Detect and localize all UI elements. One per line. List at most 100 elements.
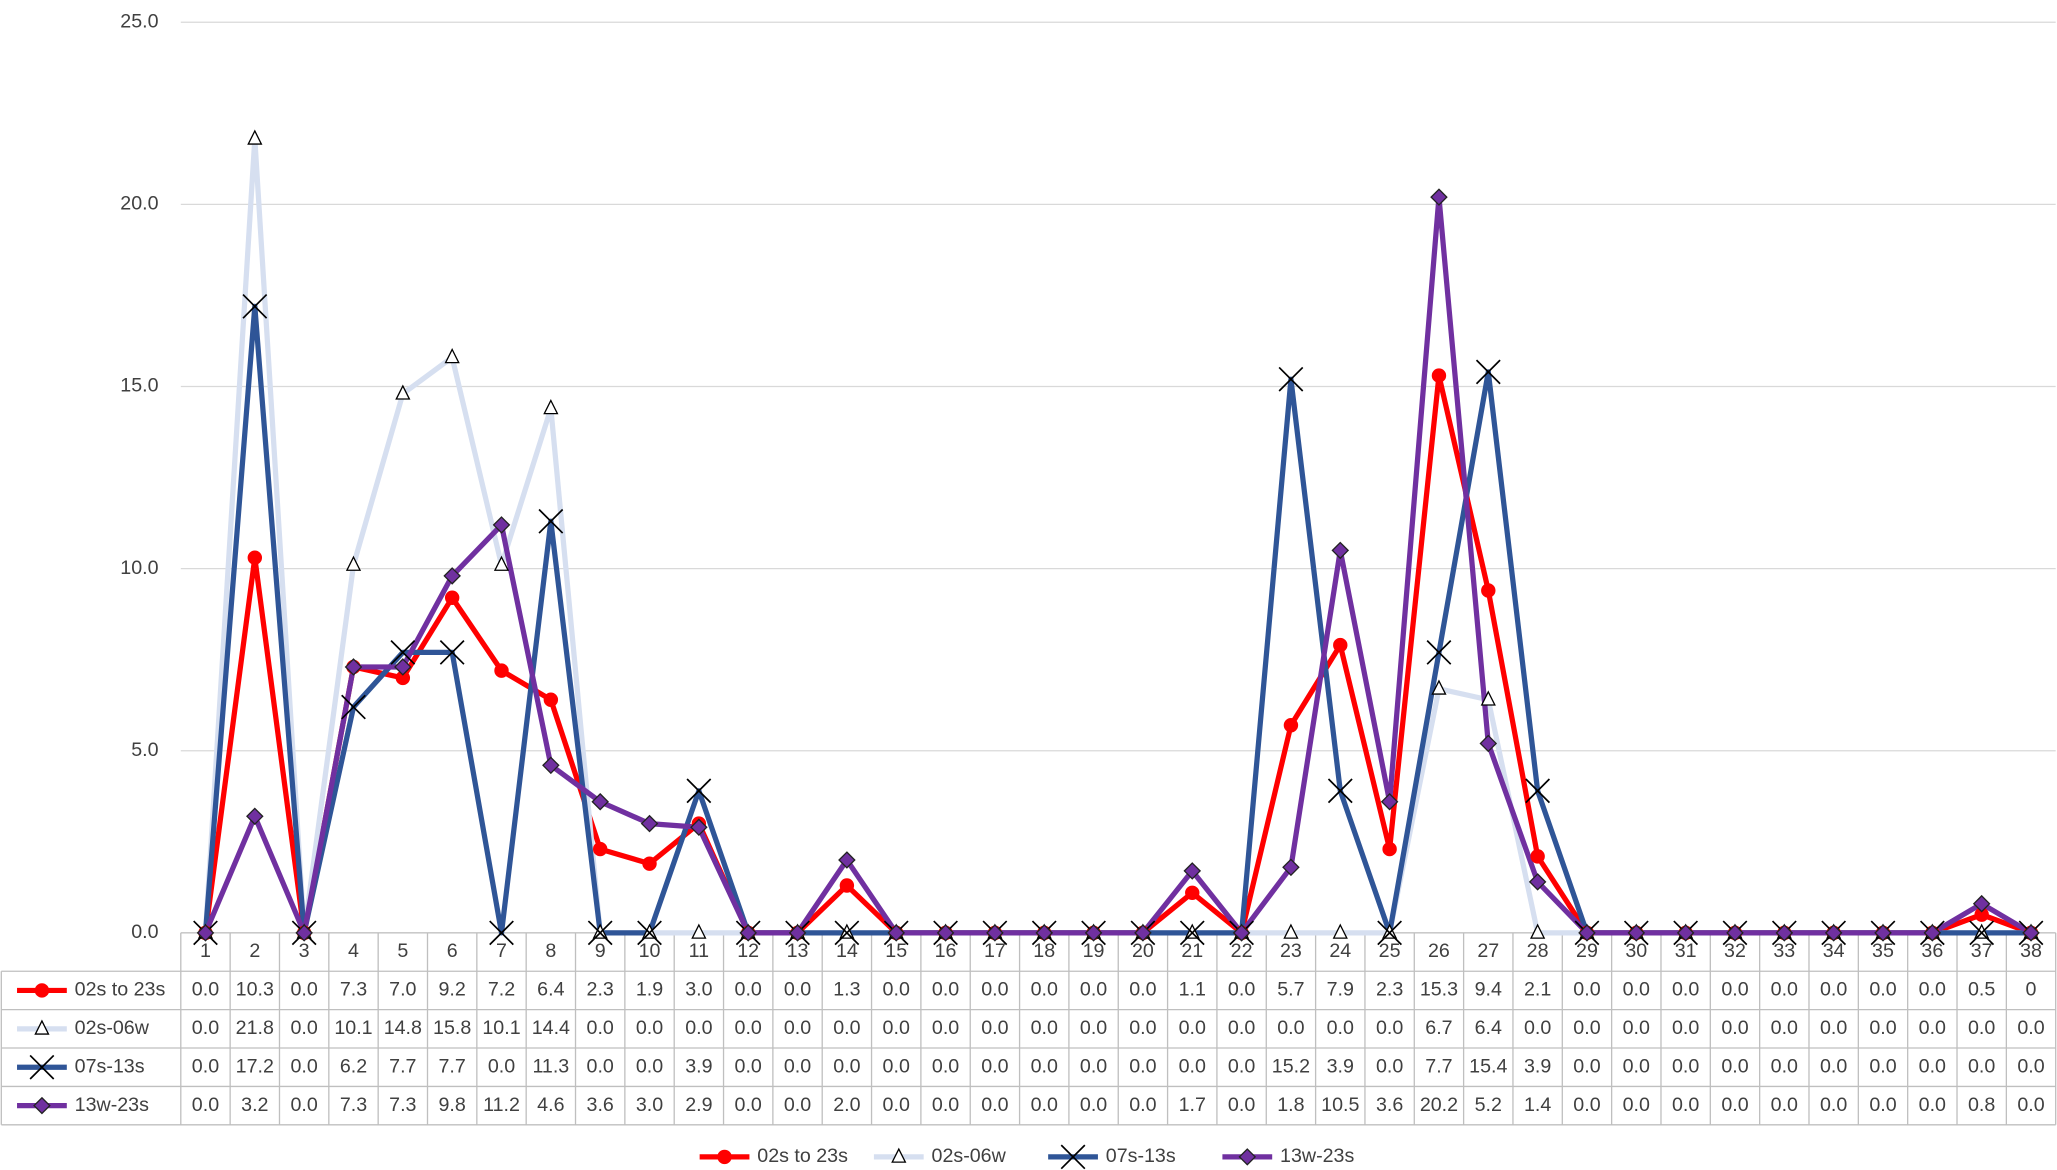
data-point: [936, 924, 955, 942]
data-point: [1475, 359, 1501, 385]
table-cell: 0.0: [488, 1055, 515, 1077]
table-cell: 6.2: [340, 1055, 367, 1077]
x-tick-label: 9: [595, 940, 606, 962]
table-cell: 0.0: [1573, 1017, 1600, 1039]
data-point: [1282, 858, 1300, 877]
data-point: [641, 923, 658, 939]
x-tick-label: 34: [1823, 940, 1845, 962]
table-cell: 0.0: [1623, 1055, 1650, 1077]
x-tick-label: 24: [1329, 940, 1351, 962]
data-point: [1824, 924, 1843, 942]
table-cell: 0.0: [290, 979, 317, 1001]
table-cell: 0.0: [1672, 1017, 1699, 1039]
table-cell: 0.0: [192, 1017, 219, 1039]
data-point: [1426, 640, 1452, 665]
table-cell: 0.0: [1129, 1055, 1156, 1077]
table-cell: 7.3: [389, 1094, 416, 1116]
table-cell: 2.1: [1524, 979, 1551, 1001]
x-tick-label: 30: [1625, 940, 1647, 962]
table-cell: 0.0: [1129, 1017, 1156, 1039]
table-cell: 0.0: [1573, 1055, 1600, 1077]
table-cell: 0.0: [932, 1055, 959, 1077]
data-point: [1183, 862, 1202, 880]
data-point: [1382, 841, 1397, 857]
table-cell: 2.0: [833, 1094, 860, 1116]
x-tick-label: 13: [787, 940, 809, 962]
data-point: [1528, 873, 1547, 891]
data-point: [887, 924, 906, 942]
data-point: [637, 920, 662, 946]
data-point: [686, 778, 712, 804]
x-tick-label: 26: [1428, 940, 1450, 962]
table-cell: 0.0: [1771, 1055, 1798, 1077]
data-point: [739, 924, 757, 942]
table-cell: 7.7: [389, 1055, 416, 1077]
legend-marker: [1060, 1144, 1086, 1170]
data-point: [196, 924, 215, 942]
table-cell: 3.0: [685, 979, 712, 1001]
table-cell: 0.0: [1623, 979, 1650, 1001]
table-cell: 15.8: [433, 1017, 471, 1039]
x-tick-label: 5: [397, 940, 408, 962]
x-tick-label: 33: [1773, 940, 1795, 962]
x-tick-label: 15: [885, 940, 907, 962]
data-point: [1726, 924, 1744, 942]
data-point: [838, 851, 856, 869]
data-point: [839, 878, 855, 893]
data-point: [345, 555, 362, 571]
table-cell: 0.0: [1228, 1017, 1255, 1039]
table-cell: 0.0: [587, 1055, 614, 1077]
table-cell: 0.0: [833, 1055, 860, 1077]
legend-label: 02s-06w: [75, 1017, 150, 1039]
table-cell: 0.0: [784, 1094, 811, 1116]
data-point: [1084, 924, 1103, 942]
table-cell: 11.3: [532, 1055, 569, 1077]
data-point: [1627, 924, 1646, 942]
data-point: [690, 818, 708, 837]
table-cell: 9.4: [1475, 979, 1502, 1001]
data-point: [1377, 920, 1403, 946]
x-tick-label: 36: [1921, 940, 1943, 962]
legend-marker: [29, 1054, 55, 1080]
y-tick-label: 0.0: [131, 921, 158, 943]
data-point: [587, 920, 613, 946]
data-point: [1331, 541, 1350, 560]
table-cell: 0.0: [1672, 979, 1699, 1001]
table-cell: 0.0: [636, 1017, 663, 1039]
table-cell: 0.0: [1573, 979, 1600, 1001]
table-cell: 0.0: [2017, 1094, 2044, 1116]
data-point: [247, 550, 263, 565]
table-cell: 14.4: [532, 1017, 570, 1039]
table-cell: 3.0: [636, 1094, 663, 1116]
table-cell: 0.0: [735, 979, 762, 1001]
table-cell: 0.0: [636, 1055, 663, 1077]
table-cell: 0.0: [1771, 1017, 1798, 1039]
table-cell: 0.0: [1721, 979, 1748, 1001]
legend-label: 02s to 23s: [757, 1145, 848, 1167]
x-tick-label: 19: [1083, 940, 1105, 962]
table-cell: 7.7: [439, 1055, 466, 1077]
x-tick-label: 16: [935, 940, 957, 962]
table-cell: 3.2: [241, 1094, 268, 1116]
table-cell: 6.4: [537, 979, 564, 1001]
legend-label: 02s-06w: [932, 1145, 1007, 1167]
table-cell: 0.0: [1721, 1017, 1748, 1039]
table-cell: 0.0: [1672, 1055, 1699, 1077]
table-cell: 0.0: [290, 1055, 317, 1077]
table-cell: 0.0: [192, 1094, 219, 1116]
table-cell: 0.0: [290, 1017, 317, 1039]
data-point: [246, 807, 264, 826]
data-point: [489, 920, 514, 946]
table-cell: 15.3: [1420, 979, 1458, 1001]
data-point: [839, 923, 855, 939]
table-cell: 0.0: [1623, 1017, 1650, 1039]
series-line: [202, 303, 2032, 936]
table-cell: 4.6: [537, 1094, 564, 1116]
legend-marker: [891, 1147, 907, 1163]
data-point: [1332, 923, 1348, 939]
x-tick-label: 8: [545, 940, 556, 962]
data-point: [1327, 778, 1353, 804]
data-point: [390, 640, 416, 665]
x-tick-label: 23: [1280, 940, 1302, 962]
